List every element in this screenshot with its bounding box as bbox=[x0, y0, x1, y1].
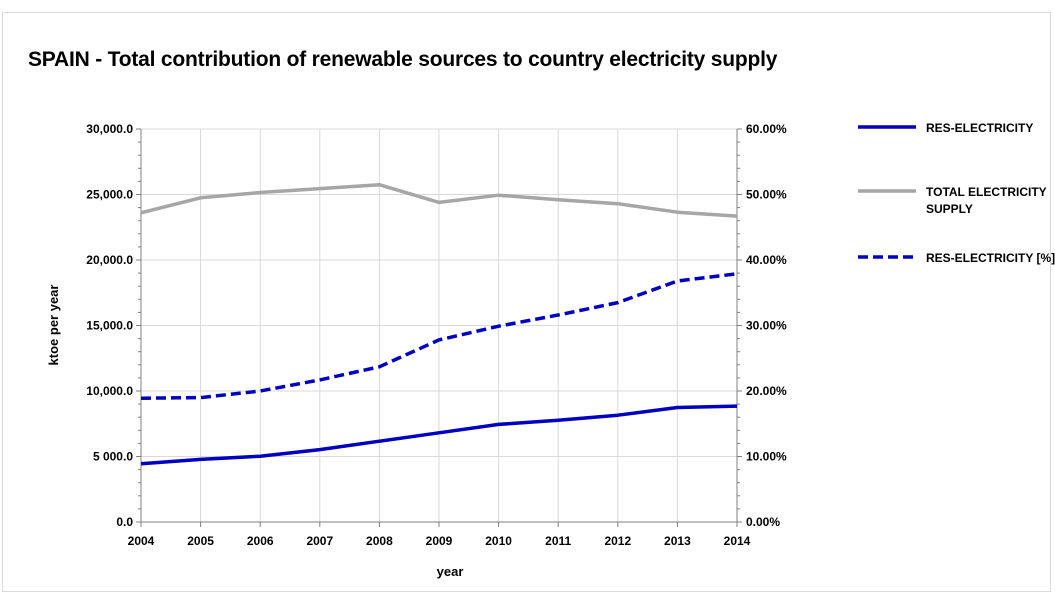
series-line-3 bbox=[140, 272, 738, 400]
grid-lines bbox=[141, 128, 738, 522]
y-tick-label: 30,000.0 bbox=[86, 122, 133, 136]
y2-tick-label: 20.00% bbox=[746, 384, 787, 398]
legend-label: TOTAL ELECTRICITY SUPPLY bbox=[926, 185, 1047, 216]
y-axis-label: ktoe per year bbox=[46, 285, 61, 366]
y-tick-label: 10,000.0 bbox=[86, 384, 133, 398]
y2-tick-label: 0.00% bbox=[746, 515, 780, 529]
y-tick-label: 0.0 bbox=[116, 515, 133, 529]
y2-tick-label: 10.00% bbox=[746, 450, 787, 464]
x-tick-label: 2006 bbox=[247, 534, 274, 548]
y-tick-label: 15,000.0 bbox=[86, 319, 133, 333]
x-tick-label: 2004 bbox=[128, 534, 155, 548]
legend-item: RES-ELECTRICITY [%] bbox=[858, 250, 1055, 267]
x-tick-label: 2011 bbox=[545, 534, 571, 548]
x-tick-label: 2007 bbox=[306, 534, 333, 548]
x-tick-label: 2013 bbox=[664, 534, 691, 548]
x-tick-label: 2010 bbox=[485, 534, 512, 548]
x-tick-label: 2014 bbox=[724, 534, 751, 548]
tick-labels: 0.0 5 000.0 10,000.0 15,000.0 20,000.0 25,000… bbox=[86, 122, 787, 548]
legend-label: RES-ELECTRICITY [%] bbox=[926, 251, 1055, 265]
y2-tick-label: 50.00% bbox=[746, 188, 787, 202]
axes bbox=[136, 128, 742, 527]
x-tick-label: 2008 bbox=[366, 534, 393, 548]
series-lines bbox=[140, 182, 738, 466]
x-tick-label: 2012 bbox=[604, 534, 631, 548]
x-tick-label: 2009 bbox=[426, 534, 453, 548]
chart-title: SPAIN - Total contribution of renewable … bbox=[28, 48, 778, 71]
y2-tick-label: 40.00% bbox=[746, 253, 787, 267]
chart-frame bbox=[2, 12, 1051, 592]
series-line-1 bbox=[140, 404, 738, 466]
legend-swatch bbox=[858, 125, 916, 129]
y-tick-label: 20,000.0 bbox=[86, 253, 133, 267]
y2-tick-label: 60.00% bbox=[746, 122, 787, 136]
legend-item: TOTAL ELECTRICITY SUPPLY bbox=[858, 184, 1055, 218]
y-tick-label: 25,000.0 bbox=[86, 188, 133, 202]
x-tick-label: 2005 bbox=[187, 534, 214, 548]
y2-tick-label: 30.00% bbox=[746, 319, 787, 333]
legend-label: RES-ELECTRICITY bbox=[926, 121, 1034, 135]
x-axis-label: year bbox=[437, 564, 464, 579]
series-line-2 bbox=[140, 182, 738, 218]
legend-item: RES-ELECTRICITY bbox=[858, 120, 1055, 137]
y-tick-label: 5 000.0 bbox=[93, 450, 133, 464]
legend-swatch bbox=[858, 189, 916, 193]
legend-swatch bbox=[858, 255, 916, 259]
